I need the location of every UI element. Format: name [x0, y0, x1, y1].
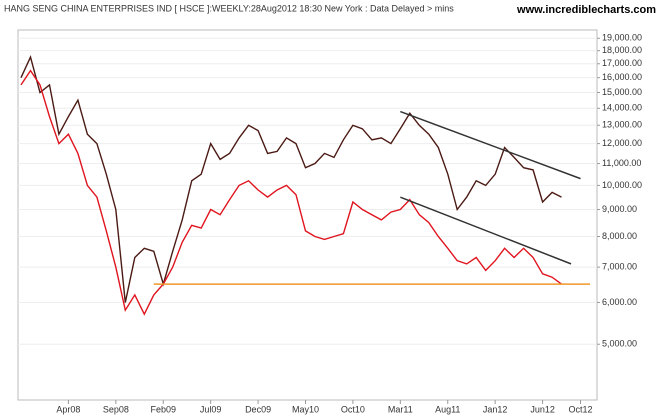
- y-tick-label: 5,000.00: [602, 339, 637, 349]
- x-tick-label: Mar11: [388, 404, 413, 414]
- y-tick-label: 10,000.00: [602, 180, 642, 190]
- y-tick-label: 9,000.00: [602, 204, 637, 214]
- y-tick-label: 17,000.00: [602, 58, 642, 68]
- x-tick-label: Oct12: [569, 404, 593, 414]
- x-tick-label: Oct10: [341, 404, 365, 414]
- trend-line: [400, 110, 581, 180]
- x-tick-label: Jul09: [200, 404, 222, 414]
- y-tick-label: 7,000.00: [602, 261, 637, 271]
- series-line: [20, 69, 562, 316]
- y-tick-label: 16,000.00: [602, 72, 642, 82]
- x-tick-label: Dec09: [245, 404, 271, 414]
- y-tick-label: 6,000.00: [602, 297, 637, 307]
- y-tick-label: 18,000.00: [602, 45, 642, 55]
- y-tick-label: 19,000.00: [602, 33, 642, 43]
- x-tick-label: Sep08: [103, 404, 129, 414]
- x-tick-label: Jun12: [530, 404, 555, 414]
- y-tick-label: 12,000.00: [602, 138, 642, 148]
- x-tick-label: Feb09: [150, 404, 176, 414]
- y-tick-label: 15,000.00: [602, 87, 642, 97]
- chart-title: HANG SENG CHINA ENTERPRISES IND [ HSCE ]…: [4, 3, 454, 13]
- y-tick-label: 11,000.00: [602, 158, 641, 168]
- trend-line: [400, 196, 572, 265]
- y-tick-label: 14,000.00: [602, 103, 642, 113]
- series-line: [20, 55, 562, 303]
- x-tick-label: Apr08: [56, 404, 80, 414]
- x-tick-label: Aug11: [435, 404, 460, 414]
- y-tick-label: 13,000.00: [602, 120, 642, 130]
- x-tick-label: May10: [292, 404, 319, 414]
- x-tick-label: Jan12: [483, 404, 508, 414]
- plot-frame: [17, 29, 598, 401]
- site-name: www.incrediblecharts.com: [516, 4, 656, 16]
- y-tick-label: 8,000.00: [602, 231, 637, 241]
